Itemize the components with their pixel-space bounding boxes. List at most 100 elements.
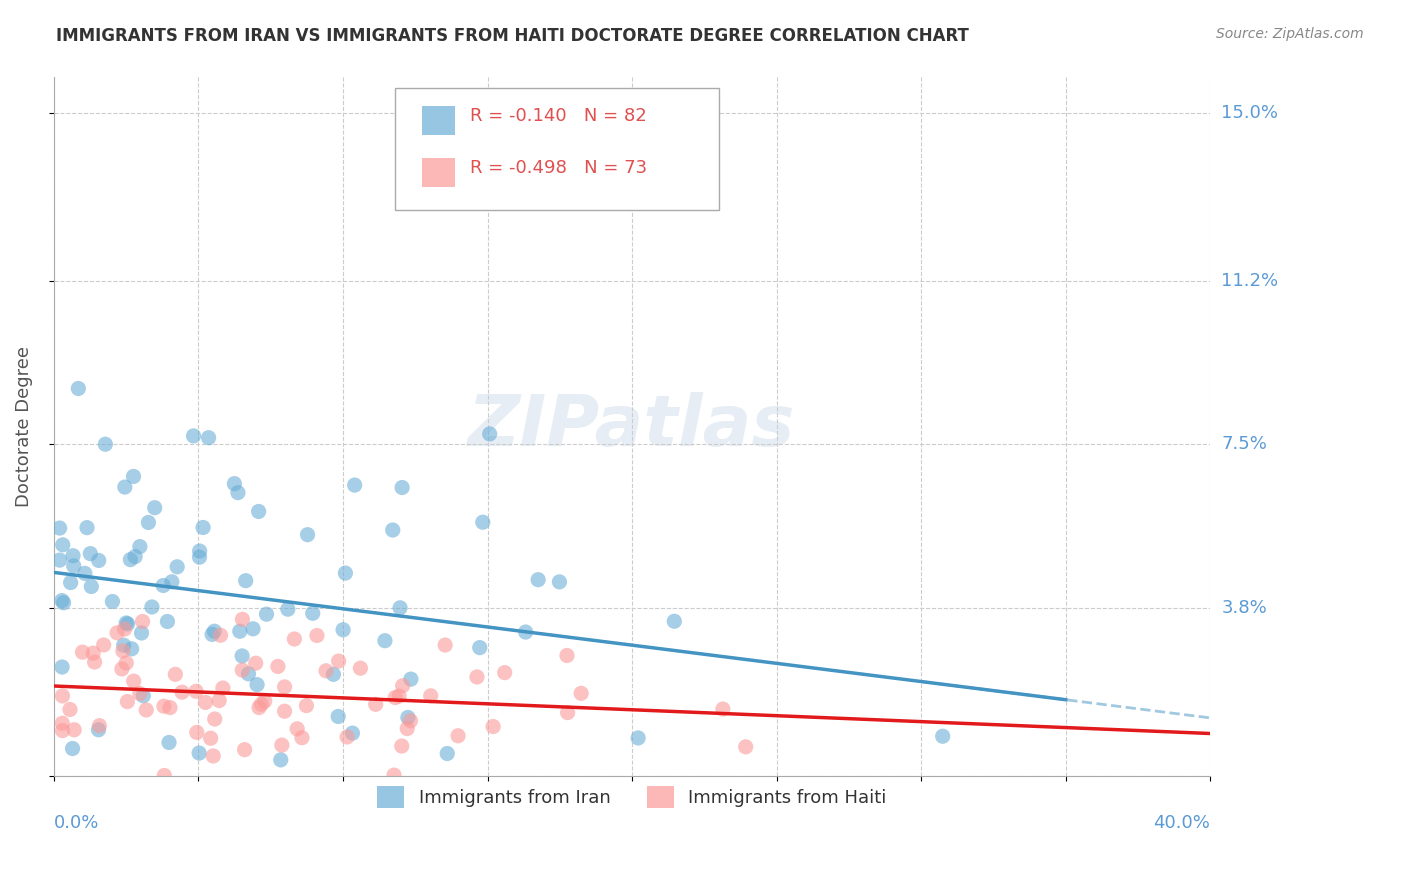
Point <box>273 704 295 718</box>
Point <box>122 469 145 483</box>
Point <box>283 632 305 646</box>
Point <box>114 622 136 636</box>
Point <box>152 578 174 592</box>
Point <box>342 726 364 740</box>
Point <box>188 746 211 760</box>
Point <box>105 625 128 640</box>
Point <box>332 623 354 637</box>
Point <box>120 552 142 566</box>
Point <box>63 723 86 737</box>
Text: R = -0.140   N = 82: R = -0.140 N = 82 <box>470 107 647 125</box>
Point <box>384 690 406 705</box>
Point <box>51 660 73 674</box>
Point <box>52 596 75 610</box>
Point <box>59 575 82 590</box>
Point <box>250 698 273 712</box>
Point <box>328 709 350 723</box>
Point <box>101 594 124 608</box>
Point <box>124 549 146 564</box>
Text: 40.0%: 40.0% <box>1153 814 1211 832</box>
FancyBboxPatch shape <box>422 106 456 135</box>
Point <box>229 624 252 639</box>
Point <box>399 714 422 728</box>
Point <box>374 633 396 648</box>
Point <box>202 749 225 764</box>
Point <box>557 706 579 720</box>
Point <box>197 431 219 445</box>
Point <box>166 559 188 574</box>
Point <box>235 574 257 588</box>
Point <box>224 476 246 491</box>
Point <box>231 648 253 663</box>
Point <box>247 504 270 518</box>
Point <box>242 622 264 636</box>
Point <box>117 616 139 631</box>
Point <box>208 693 231 707</box>
Legend: Immigrants from Iran, Immigrants from Haiti: Immigrants from Iran, Immigrants from Ha… <box>370 779 894 815</box>
Point <box>114 480 136 494</box>
Point <box>112 638 135 652</box>
Point <box>87 553 110 567</box>
Text: 3.8%: 3.8% <box>1222 599 1267 616</box>
Point <box>931 729 953 743</box>
Point <box>391 679 413 693</box>
Point <box>343 478 366 492</box>
Point <box>328 654 350 668</box>
Point <box>138 516 160 530</box>
Point <box>72 645 94 659</box>
Point <box>277 602 299 616</box>
Point <box>48 553 70 567</box>
Point <box>79 547 101 561</box>
Point <box>82 646 104 660</box>
Point <box>51 689 73 703</box>
Point <box>270 738 292 752</box>
Point <box>131 615 153 629</box>
Y-axis label: Doctorate Degree: Doctorate Degree <box>15 346 32 507</box>
Point <box>153 768 176 782</box>
Point <box>51 593 73 607</box>
Point <box>172 685 194 699</box>
Point <box>245 656 267 670</box>
Point <box>478 426 501 441</box>
Point <box>132 689 155 703</box>
Point <box>135 703 157 717</box>
Point <box>87 723 110 737</box>
Point <box>67 382 90 396</box>
Point <box>194 695 217 709</box>
Point <box>156 615 179 629</box>
Point <box>76 521 98 535</box>
Point <box>468 640 491 655</box>
Point <box>664 614 686 628</box>
Point <box>231 663 253 677</box>
Point <box>389 600 412 615</box>
Point <box>80 580 103 594</box>
Point <box>212 681 235 695</box>
Point <box>297 527 319 541</box>
Point <box>253 694 276 708</box>
Text: Source: ZipAtlas.com: Source: ZipAtlas.com <box>1216 27 1364 41</box>
Point <box>285 722 308 736</box>
Text: IMMIGRANTS FROM IRAN VS IMMIGRANTS FROM HAITI DOCTORATE DEGREE CORRELATION CHART: IMMIGRANTS FROM IRAN VS IMMIGRANTS FROM … <box>56 27 969 45</box>
Point <box>301 607 323 621</box>
Point <box>226 485 249 500</box>
Point <box>201 627 224 641</box>
Point <box>382 768 405 782</box>
Point <box>336 730 359 744</box>
Point <box>122 674 145 689</box>
Point <box>349 661 371 675</box>
Point <box>295 698 318 713</box>
Point <box>270 753 292 767</box>
Point <box>391 481 413 495</box>
Point <box>471 515 494 529</box>
Point <box>141 599 163 614</box>
Point <box>569 686 592 700</box>
Point <box>396 710 419 724</box>
Point <box>447 729 470 743</box>
Point <box>246 678 269 692</box>
Point <box>256 607 278 622</box>
Point <box>62 741 84 756</box>
Point <box>186 725 208 739</box>
Point <box>381 523 404 537</box>
Point <box>183 429 205 443</box>
Point <box>188 544 211 558</box>
